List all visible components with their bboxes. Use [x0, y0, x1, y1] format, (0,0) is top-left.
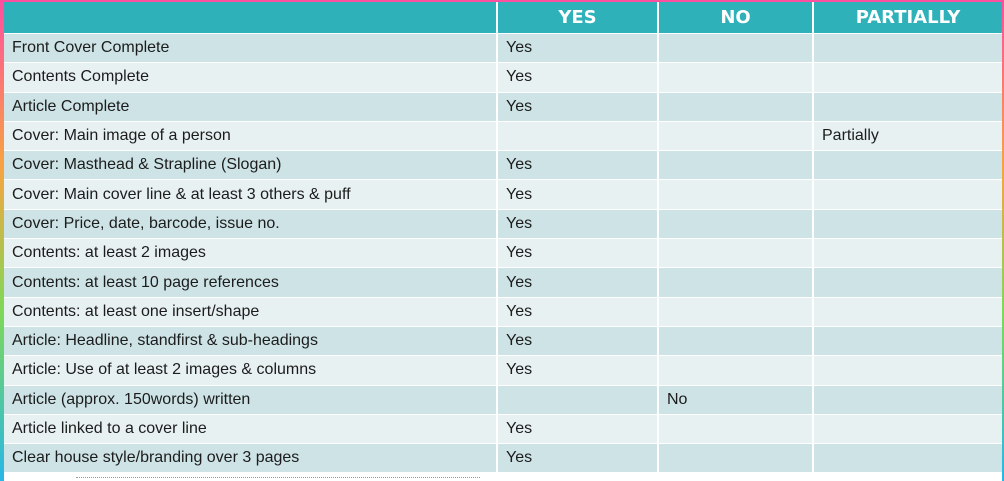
partially-cell	[813, 208, 1002, 239]
yes-cell: Yes	[497, 91, 659, 122]
table-row: Cover: Price, date, barcode, issue no. Ye…	[4, 208, 1002, 239]
partially-cell	[813, 443, 1002, 473]
criteria-cell: Contents: at least 2 images	[4, 238, 498, 268]
criteria-cell: Contents: at least one insert/shape	[4, 296, 498, 327]
partially-cell	[813, 32, 1002, 63]
table-row: Cover: Main cover line & at least 3 othe…	[4, 179, 1002, 210]
criteria-cell: Cover: Main image of a person	[4, 120, 498, 151]
criteria-cell: Cover: Main cover line & at least 3 othe…	[4, 179, 498, 210]
table-row: Cover: Main image of a person Partially	[4, 120, 1002, 151]
criteria-cell: Article Complete	[4, 91, 498, 122]
yes-cell	[497, 120, 659, 151]
no-cell	[658, 355, 814, 386]
criteria-cell: Article: Headline, standfirst & sub-head…	[4, 325, 498, 356]
criteria-cell: Cover: Price, date, barcode, issue no.	[4, 208, 498, 239]
no-cell	[658, 325, 814, 356]
table-row: Article Complete Yes	[4, 91, 1002, 122]
yes-cell: Yes	[497, 62, 659, 93]
partially-cell	[813, 150, 1002, 180]
checklist-frame: YES NO PARTIALLY Front Cover Complete Yes…	[4, 2, 1002, 481]
partially-cell	[813, 267, 1002, 298]
table-row: Front Cover Complete Yes	[4, 32, 1002, 63]
yes-cell: Yes	[497, 413, 659, 444]
dotted-divider	[76, 477, 480, 478]
yes-cell: Yes	[497, 355, 659, 386]
table-row: Clear house style/branding over 3 pages Y…	[4, 443, 1002, 473]
no-cell	[658, 413, 814, 444]
partially-cell	[813, 413, 1002, 444]
yes-cell	[497, 384, 659, 415]
no-cell	[658, 32, 814, 63]
yes-cell: Yes	[497, 179, 659, 210]
no-cell	[658, 179, 814, 210]
partially-cell	[813, 296, 1002, 327]
no-cell	[658, 443, 814, 473]
yes-cell: Yes	[497, 325, 659, 356]
header-yes: YES	[497, 2, 659, 34]
header-row: YES NO PARTIALLY	[4, 2, 1002, 34]
no-cell: No	[658, 384, 814, 415]
table-row: Article linked to a cover line Yes	[4, 413, 1002, 444]
no-cell	[658, 296, 814, 327]
table-row: Contents Complete Yes	[4, 62, 1002, 93]
partially-cell	[813, 91, 1002, 122]
criteria-cell: Front Cover Complete	[4, 32, 498, 63]
no-cell	[658, 150, 814, 180]
no-cell	[658, 62, 814, 93]
header-criteria	[4, 2, 498, 34]
no-cell	[658, 267, 814, 298]
table-row: Contents: at least 2 images Yes	[4, 238, 1002, 268]
table-row: Article: Headline, standfirst & sub-head…	[4, 325, 1002, 356]
criteria-cell: Contents: at least 10 page references	[4, 267, 498, 298]
yes-cell: Yes	[497, 150, 659, 180]
header-no: NO	[658, 2, 814, 34]
checklist-table: YES NO PARTIALLY Front Cover Complete Yes…	[4, 2, 1002, 473]
yes-cell: Yes	[497, 443, 659, 473]
yes-cell: Yes	[497, 267, 659, 298]
partially-cell	[813, 325, 1002, 356]
yes-cell: Yes	[497, 32, 659, 63]
criteria-cell: Clear house style/branding over 3 pages	[4, 443, 498, 473]
no-cell	[658, 238, 814, 268]
header-partially: PARTIALLY	[813, 2, 1002, 34]
table-row: Article: Use of at least 2 images & colu…	[4, 355, 1002, 386]
criteria-cell: Article (approx. 150words) written	[4, 384, 498, 415]
yes-cell: Yes	[497, 208, 659, 239]
criteria-cell: Article: Use of at least 2 images & colu…	[4, 355, 498, 386]
partially-cell	[813, 238, 1002, 268]
no-cell	[658, 91, 814, 122]
yes-cell: Yes	[497, 296, 659, 327]
partially-cell	[813, 384, 1002, 415]
table-row: Article (approx. 150words) written No	[4, 384, 1002, 415]
yes-cell: Yes	[497, 238, 659, 268]
table-row: Contents: at least 10 page references Yes	[4, 267, 1002, 298]
criteria-cell: Article linked to a cover line	[4, 413, 498, 444]
criteria-cell: Cover: Masthead & Strapline (Slogan)	[4, 150, 498, 180]
table-row: Cover: Masthead & Strapline (Slogan) Yes	[4, 150, 1002, 180]
no-cell	[658, 208, 814, 239]
no-cell	[658, 120, 814, 151]
partially-cell	[813, 62, 1002, 93]
criteria-cell: Contents Complete	[4, 62, 498, 93]
partially-cell	[813, 355, 1002, 386]
table-row: Contents: at least one insert/shape Yes	[4, 296, 1002, 327]
partially-cell	[813, 179, 1002, 210]
partially-cell: Partially	[813, 120, 1002, 151]
